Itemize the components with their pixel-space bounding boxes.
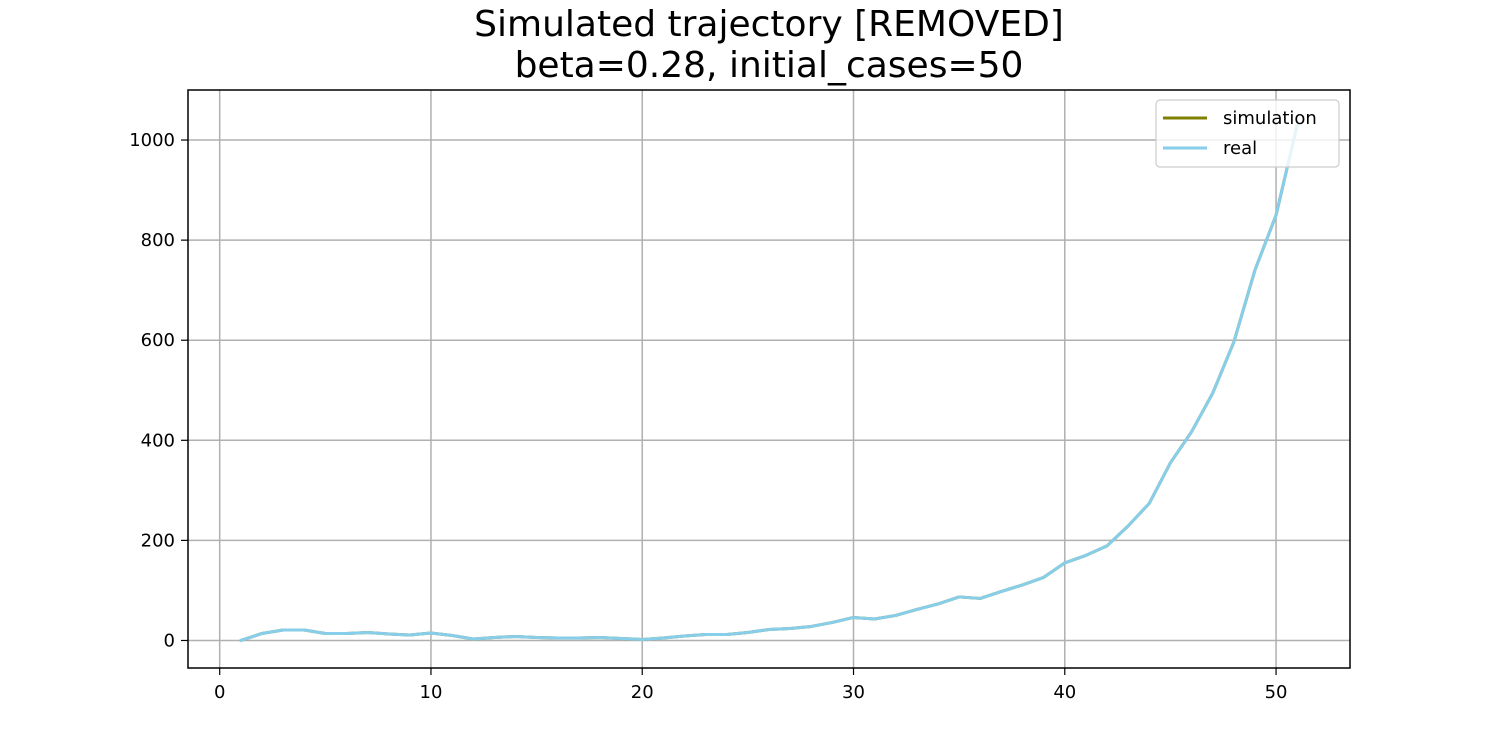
chart-title-block: Simulated trajectory [REMOVED] beta=0.28… <box>188 4 1350 86</box>
plot-frame <box>187 89 1351 669</box>
axis-ticks: 0 10 20 30 40 50 0 200 400 600 800 1000 <box>129 130 1287 703</box>
y-tick-label: 800 <box>141 230 175 251</box>
chart-subtitle: beta=0.28, initial_cases=50 <box>514 45 1024 86</box>
series-line-real <box>239 123 1299 642</box>
chart-title: Simulated trajectory [REMOVED] <box>474 4 1064 45</box>
x-tick-label: 10 <box>420 682 443 703</box>
x-tick-label: 30 <box>842 682 865 703</box>
y-tick-label: 200 <box>141 530 175 551</box>
legend-label-simulation: simulation <box>1223 108 1317 129</box>
legend: simulation real <box>1155 99 1340 168</box>
y-tick-label: 400 <box>141 430 175 451</box>
x-tick-label: 40 <box>1053 682 1076 703</box>
series-group <box>239 123 1299 642</box>
y-tick-label: 1000 <box>129 130 175 151</box>
y-tick-label: 0 <box>164 630 175 651</box>
series-line-simulation <box>239 123 1299 642</box>
legend-label-real: real <box>1223 138 1257 159</box>
x-tick-label: 50 <box>1265 682 1288 703</box>
grid <box>188 90 1350 668</box>
x-tick-label: 0 <box>214 682 225 703</box>
x-tick-label: 20 <box>631 682 654 703</box>
y-tick-label: 600 <box>141 330 175 351</box>
